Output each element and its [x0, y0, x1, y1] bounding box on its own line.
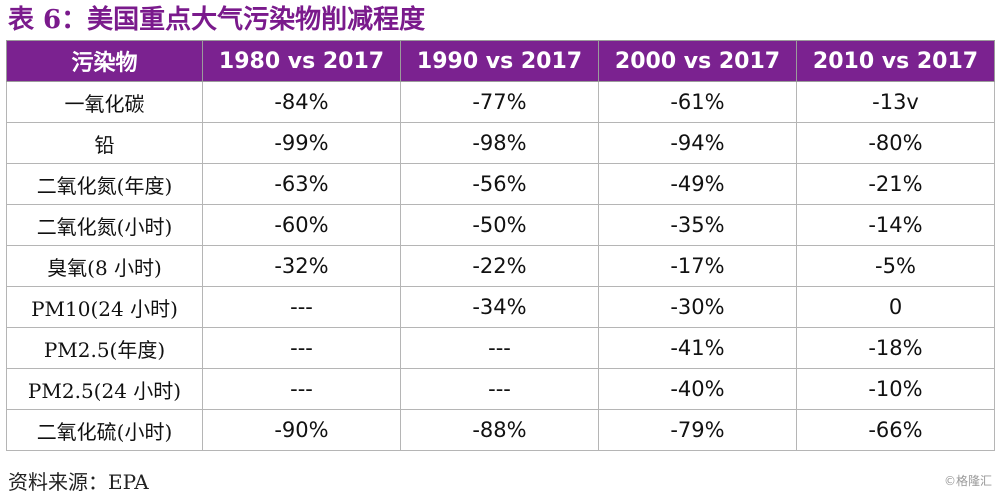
- table-cell: -49%: [598, 163, 797, 205]
- pollutant-name: 臭氧(8 小时): [6, 245, 203, 287]
- table-cell: -34%: [400, 286, 599, 328]
- pollutant-name: PM2.5(24 小时): [6, 368, 203, 410]
- table-row: 臭氧(8 小时) -32% -22% -17% -5%: [6, 245, 995, 287]
- source-note: 资料来源：EPA: [8, 470, 149, 494]
- header-2000-vs-2017: 2000 vs 2017: [598, 40, 797, 82]
- table-cell: 0: [796, 286, 995, 328]
- table-cell: -50%: [400, 204, 599, 246]
- table-cell: -40%: [598, 368, 797, 410]
- table-cell: -99%: [202, 122, 401, 164]
- table-row: PM10(24 小时) --- -34% -30% 0: [6, 286, 995, 328]
- watermark: ©格隆汇: [943, 474, 992, 488]
- table-cell: -5%: [796, 245, 995, 287]
- table-cell: -14%: [796, 204, 995, 246]
- table-cell: -56%: [400, 163, 599, 205]
- table-cell: -22%: [400, 245, 599, 287]
- table-cell: -79%: [598, 409, 797, 451]
- table-cell: -66%: [796, 409, 995, 451]
- pollutant-name: 铅: [6, 122, 203, 164]
- table-cell: -18%: [796, 327, 995, 369]
- pollutant-name: PM2.5(年度): [6, 327, 203, 369]
- header-1990-vs-2017: 1990 vs 2017: [400, 40, 599, 82]
- table-cell: -30%: [598, 286, 797, 328]
- table-cell: -77%: [400, 81, 599, 123]
- table-cell: -98%: [400, 122, 599, 164]
- table-cell: -10%: [796, 368, 995, 410]
- table-row: 二氧化氮(小时) -60% -50% -35% -14%: [6, 204, 995, 246]
- table-cell: -94%: [598, 122, 797, 164]
- table-row: 一氧化碳 -84% -77% -61% -13v: [6, 81, 995, 123]
- header-pollutant: 污染物: [6, 40, 203, 82]
- table-cell: -21%: [796, 163, 995, 205]
- table-cell: -84%: [202, 81, 401, 123]
- table-cell: -61%: [598, 81, 797, 123]
- header-row: 污染物 1980 vs 2017 1990 vs 2017 2000 vs 20…: [6, 40, 995, 82]
- table-cell: -80%: [796, 122, 995, 164]
- table-row: PM2.5(24 小时) --- --- -40% -10%: [6, 368, 995, 410]
- pollutant-name: 二氧化硫(小时): [6, 409, 203, 451]
- table-cell: ---: [202, 368, 401, 410]
- table-cell: ---: [202, 286, 401, 328]
- table-cell: ---: [400, 368, 599, 410]
- pollutant-name: 一氧化碳: [6, 81, 203, 123]
- table-cell: -32%: [202, 245, 401, 287]
- table-cell: -88%: [400, 409, 599, 451]
- table-title: 表 6：美国重点大气污染物削减程度: [8, 5, 426, 35]
- header-1980-vs-2017: 1980 vs 2017: [202, 40, 401, 82]
- pollutant-name: 二氧化氮(年度): [6, 163, 203, 205]
- table-cell: -17%: [598, 245, 797, 287]
- table-cell: -60%: [202, 204, 401, 246]
- table-row: 铅 -99% -98% -94% -80%: [6, 122, 995, 164]
- table-row: 二氧化氮(年度) -63% -56% -49% -21%: [6, 163, 995, 205]
- table-cell: -90%: [202, 409, 401, 451]
- pollutant-name: PM10(24 小时): [6, 286, 203, 328]
- table-row: 二氧化硫(小时) -90% -88% -79% -66%: [6, 409, 995, 451]
- table-cell: -63%: [202, 163, 401, 205]
- table-cell: ---: [202, 327, 401, 369]
- table-cell: -35%: [598, 204, 797, 246]
- table-cell: -13v: [796, 81, 995, 123]
- table-cell: ---: [400, 327, 599, 369]
- table-row: PM2.5(年度) --- --- -41% -18%: [6, 327, 995, 369]
- header-2010-vs-2017: 2010 vs 2017: [796, 40, 995, 82]
- pollutant-reduction-table: 污染物 1980 vs 2017 1990 vs 2017 2000 vs 20…: [6, 40, 995, 451]
- table-cell: -41%: [598, 327, 797, 369]
- pollutant-name: 二氧化氮(小时): [6, 204, 203, 246]
